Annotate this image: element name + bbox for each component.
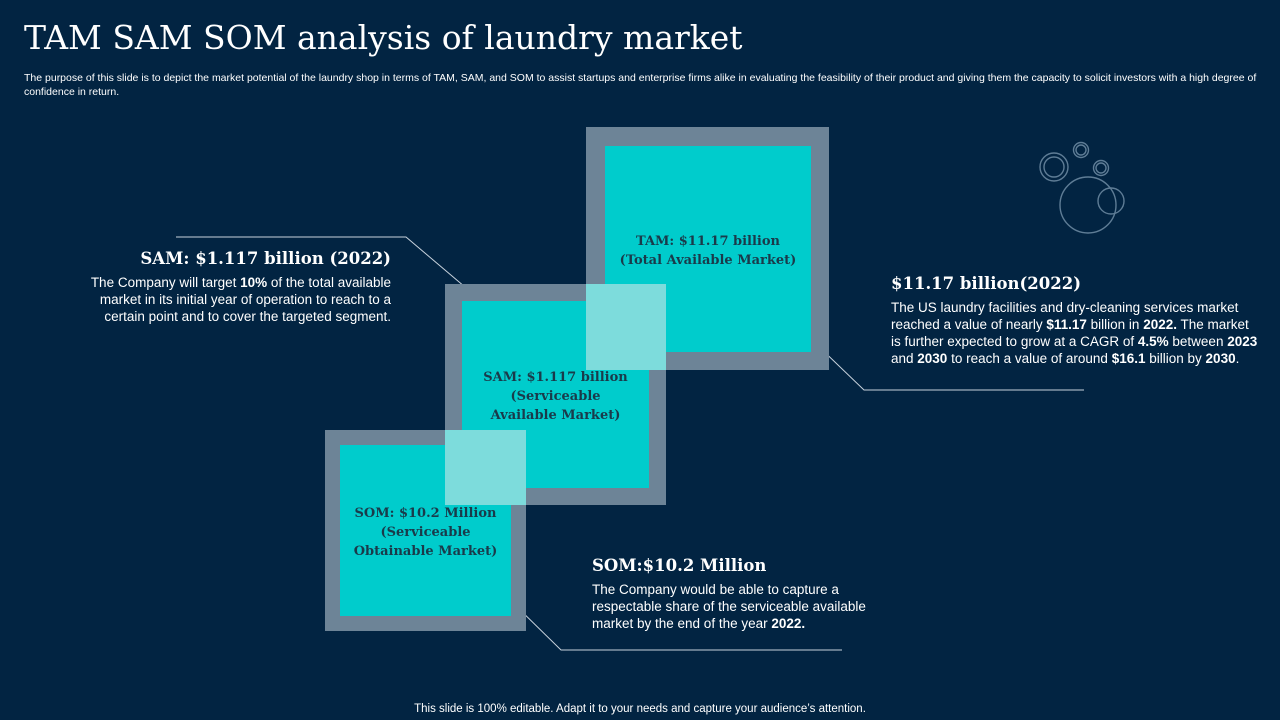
som-description-heading: SOM:$10.2 Million — [592, 556, 902, 575]
sam-description-heading: SAM: $1.117 billion (2022) — [60, 249, 391, 268]
sam-description-body: The Company will target 10% of the total… — [60, 274, 391, 325]
som-tile-line-3: Obtainable Market) — [354, 542, 498, 561]
footer-note: This slide is 100% editable. Adapt it to… — [0, 703, 1280, 715]
som-description: SOM:$10.2 Million The Company would be a… — [592, 556, 902, 632]
som-tile-line-1: SOM: $10.2 Million — [355, 504, 497, 523]
sam-tile-line-2: (Serviceable — [510, 387, 600, 406]
som-tile-line-2: (Serviceable — [380, 523, 470, 542]
tam-tile-line-1: TAM: $11.17 billion — [636, 232, 780, 251]
sam-description: SAM: $1.117 billion (2022) The Company w… — [60, 249, 391, 325]
som-tile-label: SOM: $10.2 Million (Serviceable Obtainab… — [340, 445, 511, 619]
sam-tile-line-1: SAM: $1.117 billion — [483, 368, 627, 387]
tam-tile-line-2: (Total Available Market) — [620, 251, 797, 270]
tam-description-heading: $11.17 billion(2022) — [891, 274, 1261, 293]
tam-description: $11.17 billion(2022) The US laundry faci… — [891, 274, 1261, 367]
sam-tile-line-3: Available Market) — [491, 406, 621, 425]
bubbles-icon — [1030, 138, 1130, 238]
som-description-body: The Company would be able to capture a r… — [592, 581, 902, 632]
tam-description-body: The US laundry facilities and dry-cleani… — [891, 299, 1261, 367]
